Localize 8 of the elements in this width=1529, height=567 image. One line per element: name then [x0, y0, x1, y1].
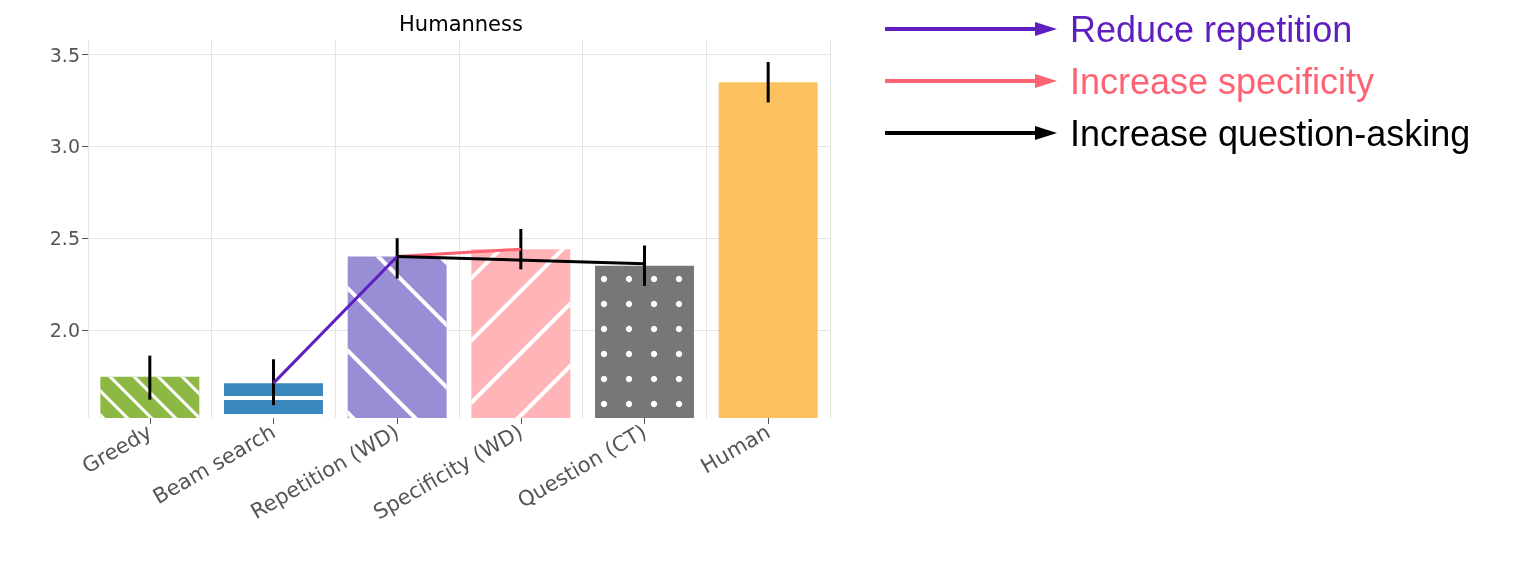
legend-label: Increase specificity — [1070, 60, 1375, 102]
y-tick-label: 3.5 — [49, 43, 80, 66]
y-tick-label: 2.5 — [49, 227, 80, 250]
y-tick-label: 3.0 — [49, 135, 80, 158]
chart-title: Humanness — [399, 11, 523, 36]
legend-label: Reduce repetition — [1070, 8, 1353, 50]
legend-label: Increase question-asking — [1070, 112, 1471, 154]
y-tick-label: 2.0 — [49, 318, 80, 341]
